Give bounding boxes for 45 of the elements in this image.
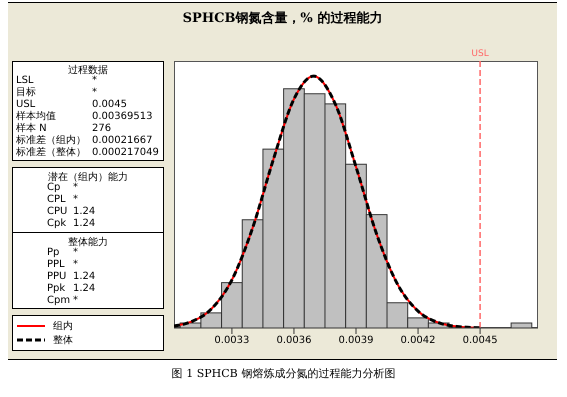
text: 0.000217049 [92,147,159,159]
text: 标准差（整体） [16,147,87,159]
ref-line-label: USL [471,49,489,59]
legend-label: 组内 [53,320,73,333]
text: 标准差（组内） [16,135,87,146]
text: 1.24 [73,206,96,218]
text: CPU [47,206,68,218]
text: 1.24 [73,271,96,283]
text: 整体能力 [67,236,109,248]
text: 0.00021667 [92,135,152,147]
x-tick-label: 0.0042 [400,335,436,346]
text: 0.0045 [92,99,127,111]
text: 样本 N [16,123,48,134]
text: 样本均值 [16,111,57,122]
text: LSL [16,75,34,86]
text: Cpm [47,295,72,307]
text: * [92,87,97,99]
text: Cp [47,182,62,194]
text: * [73,247,78,259]
text: * [73,259,78,271]
text: 目标 [16,87,37,99]
text: CPL [47,194,67,206]
text: * [73,194,78,206]
text: 0.00369513 [92,111,152,123]
text: * [73,295,78,307]
text: 1.24 [73,283,96,295]
x-tick-label: 0.0036 [276,335,312,346]
text: 过程数据 [67,64,109,76]
x-tick-label: 0.0033 [214,335,250,346]
caption: 图 1 SPHCB 钢熔炼成分氮的过程能力分析图 [170,366,396,381]
text: Pp [47,247,60,259]
text: Ppk [47,283,66,295]
text: Cpk [47,218,68,230]
text: 潜在（组内）能力 [48,170,129,183]
text: PPU [47,271,68,283]
text: PPL [47,259,66,271]
x-tick-label: 0.0039 [338,335,374,346]
text: USL [16,99,36,110]
chart-title: SPHCB钢氮含量，% 的过程能力 [182,10,384,27]
text: 276 [92,123,112,135]
text: * [73,182,78,194]
text: 1.24 [73,218,96,230]
text: * [92,75,97,87]
legend-label: 整体 [53,334,73,347]
x-tick-label: 0.0045 [462,335,498,346]
